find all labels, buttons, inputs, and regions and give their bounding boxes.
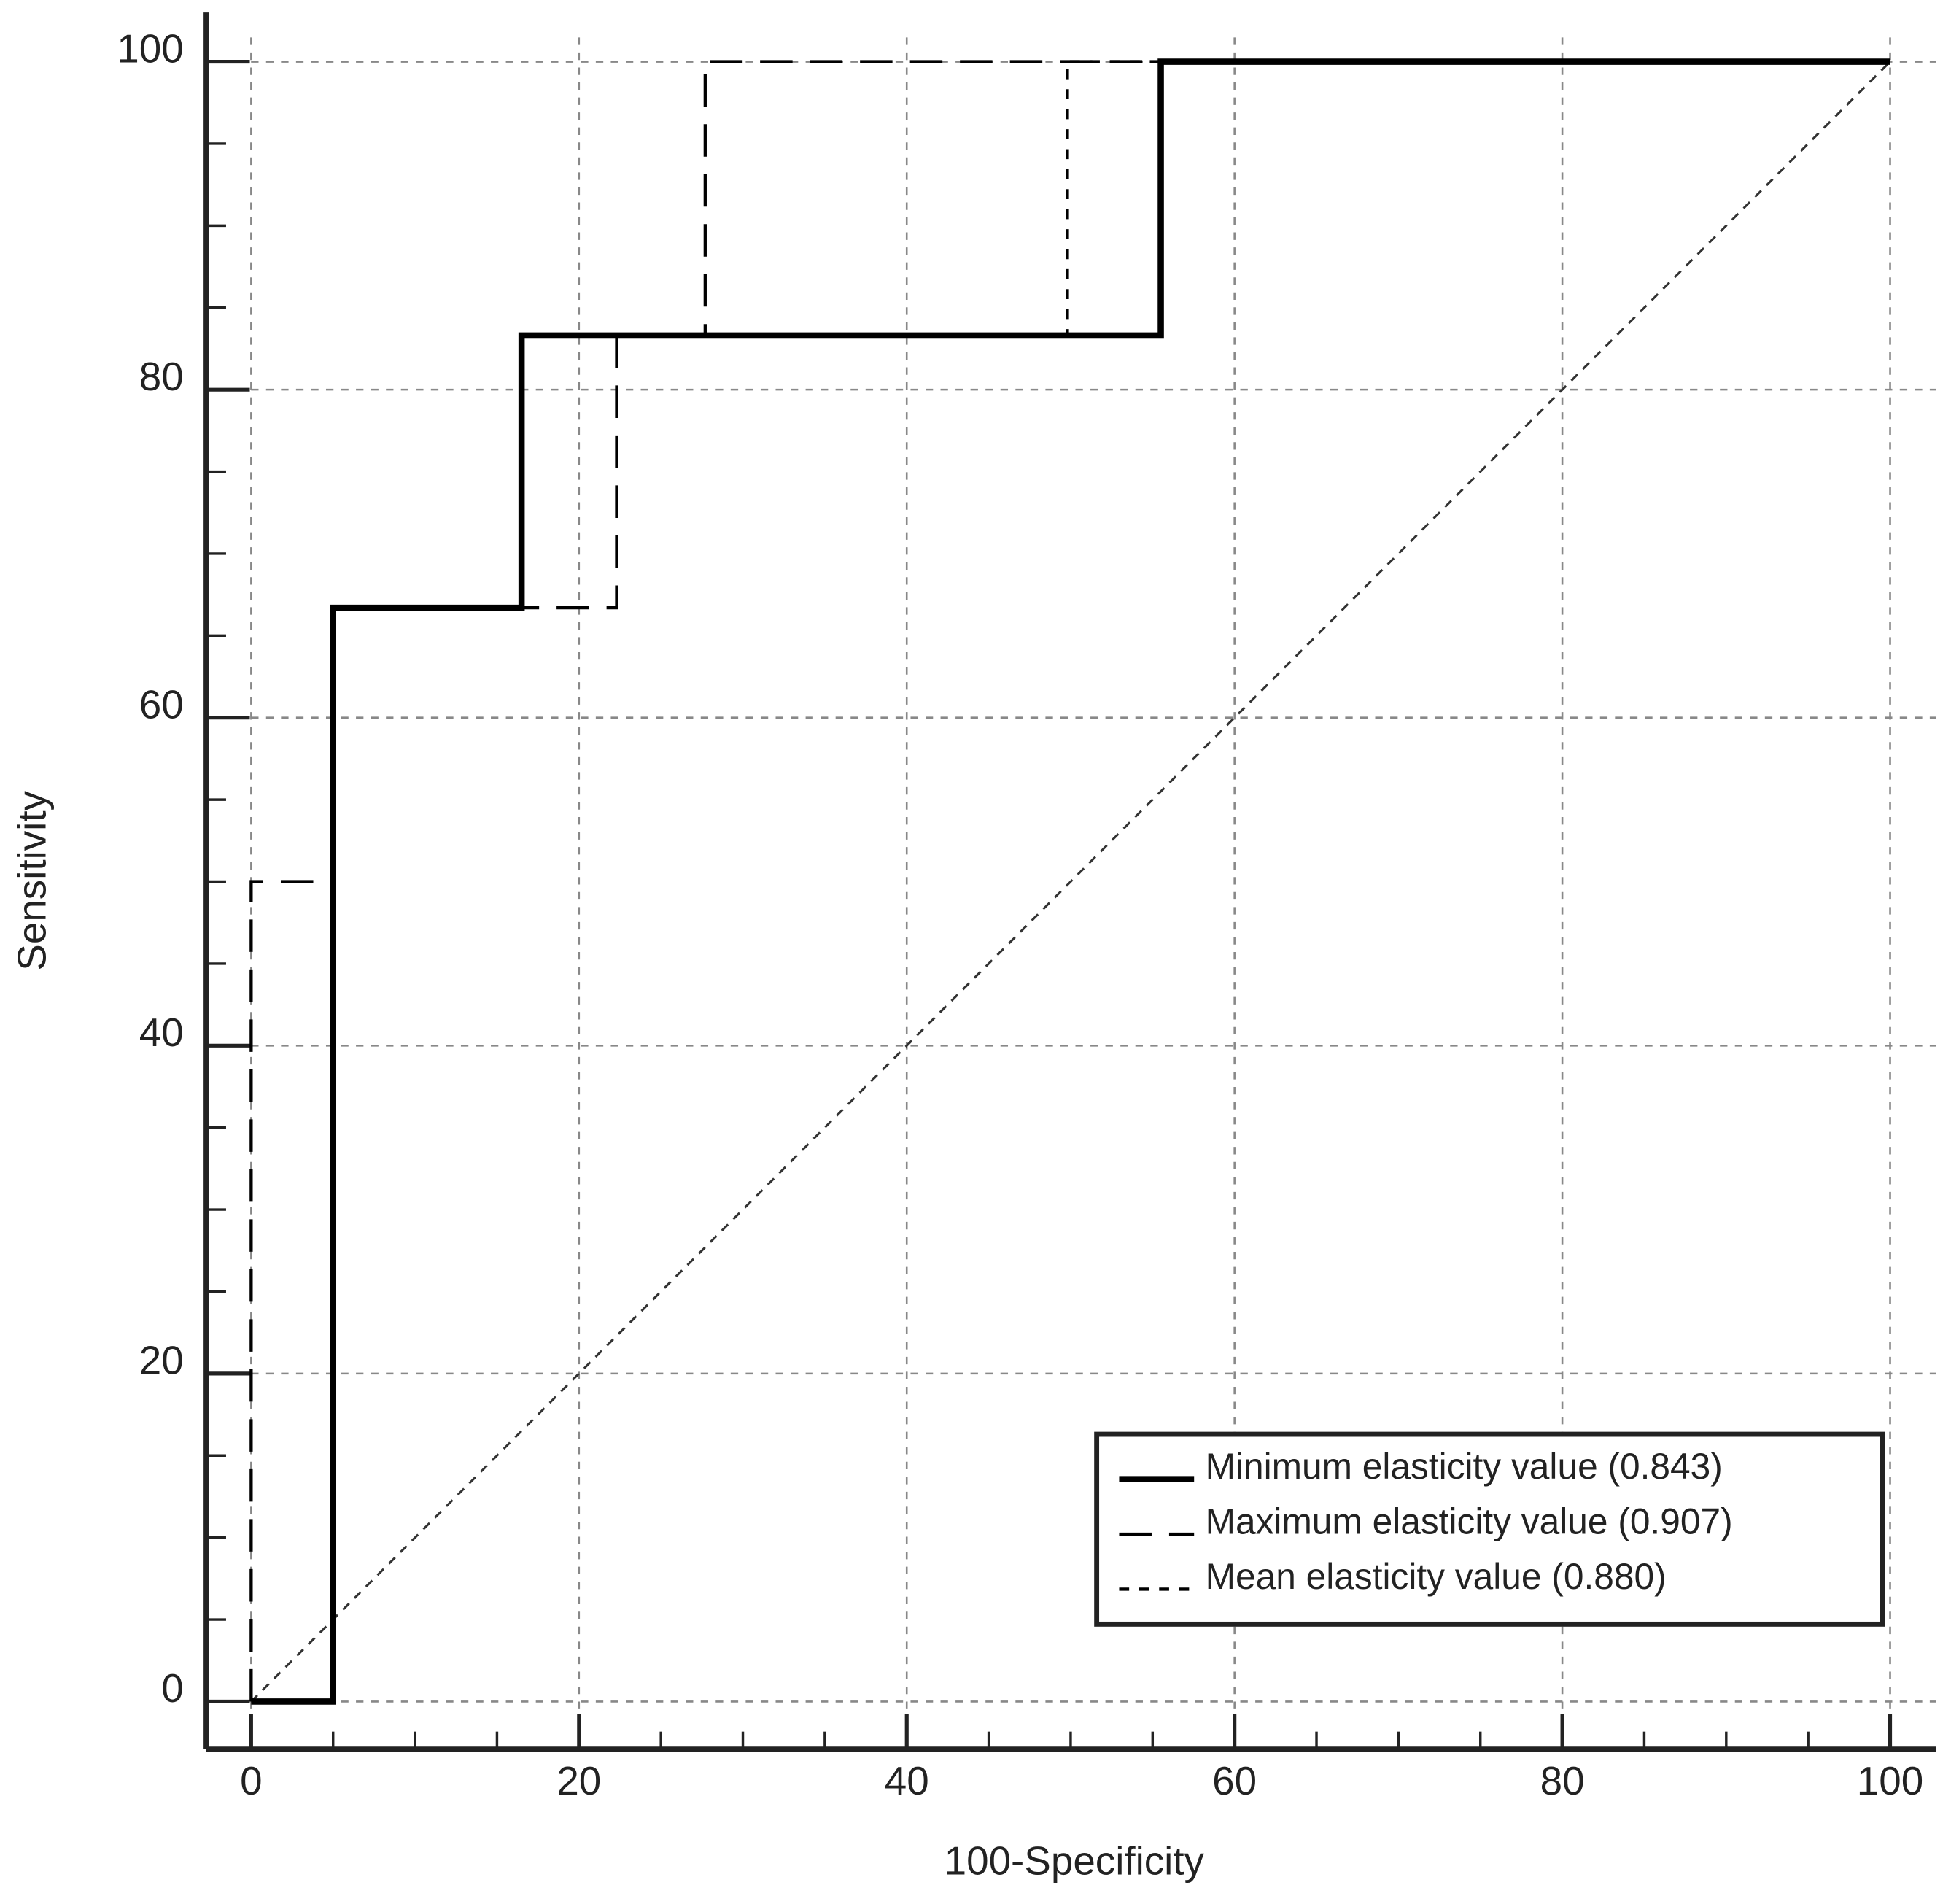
y-tick-label: 0 [161, 1665, 183, 1711]
legend-box [1094, 1431, 1885, 1627]
x-tick-label: 0 [240, 1758, 262, 1803]
x-axis-title: 100-Specificity [945, 1838, 1205, 1884]
x-tick-label: 80 [1540, 1758, 1585, 1803]
x-tick-label: 100 [1857, 1758, 1923, 1803]
x-tick-label: 20 [556, 1758, 601, 1803]
reference-line [250, 61, 1891, 1703]
y-tick-label: 20 [139, 1338, 184, 1383]
y-axis-title: Sensitivity [9, 790, 54, 970]
roc-curve [251, 60, 1890, 1703]
y-tick-label: 60 [139, 681, 184, 727]
x-tick-label: 40 [885, 1758, 929, 1803]
y-tick-label: 40 [139, 1010, 184, 1055]
legend-label: Mean elasticity value (0.880) [1206, 1556, 1667, 1597]
legend-label: Maximum elasticity value (0.907) [1206, 1501, 1733, 1541]
legend-label: Minimum elasticity value (0.843) [1206, 1446, 1723, 1487]
x-tick-label: 60 [1212, 1758, 1257, 1803]
y-tick-label: 100 [117, 26, 183, 71]
roc-curve [249, 60, 1890, 1702]
y-tick-label: 80 [139, 354, 184, 399]
